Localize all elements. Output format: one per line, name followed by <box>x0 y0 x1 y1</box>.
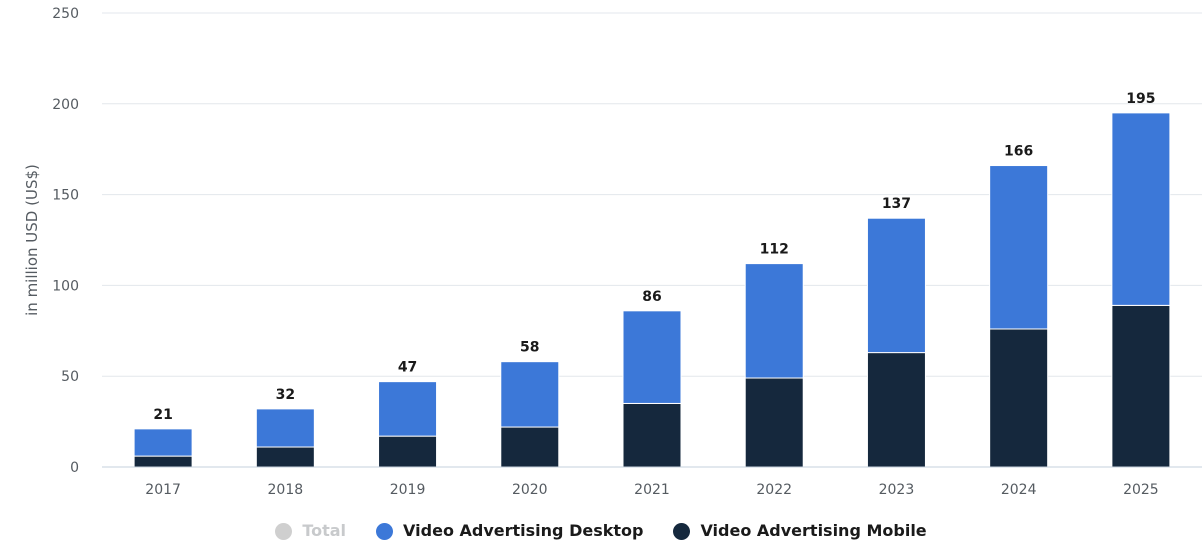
y-tick-label: 0 <box>70 460 79 476</box>
x-tick-label: 2019 <box>390 482 426 498</box>
x-tick-label: 2021 <box>634 482 670 498</box>
legend-label-total: Total <box>302 521 347 540</box>
y-tick-label: 50 <box>61 369 79 385</box>
bar-segment-desktop[interactable] <box>866 217 926 354</box>
bar-segment-desktop[interactable] <box>500 361 560 428</box>
bar-segment-desktop[interactable] <box>1111 112 1171 306</box>
legend-dot-total <box>275 522 293 540</box>
x-tick-label: 2023 <box>879 482 915 498</box>
total-data-label: 86 <box>642 289 661 305</box>
legend-dot-desktop <box>376 522 394 540</box>
x-axis-ticks: 2017 2018 2019 2020 2021 2022 2023 2024 2025 <box>145 482 1158 498</box>
y-tick-label: 150 <box>52 188 79 204</box>
chart-area: 0 50 100 150 200 250 in million USD (US$) 21 3… <box>23 6 1202 498</box>
bar-segment-mobile[interactable] <box>255 446 315 468</box>
x-tick-label: 2017 <box>145 482 181 498</box>
bars[interactable] <box>133 112 1171 468</box>
x-tick-label: 2018 <box>268 482 304 498</box>
bar-segment-desktop[interactable] <box>133 428 193 457</box>
total-data-label: 137 <box>882 196 911 212</box>
legend-dot-mobile <box>673 522 691 540</box>
x-tick-label: 2020 <box>512 482 548 498</box>
bar-segment-mobile[interactable] <box>989 328 1049 468</box>
total-labels: 21 32 47 58 86 112 137 166 195 <box>153 91 1155 423</box>
bar-segment-desktop[interactable] <box>622 310 682 404</box>
legend-label-mobile: Video Advertising Mobile <box>700 521 927 540</box>
bar-segment-mobile[interactable] <box>744 377 804 468</box>
total-data-label: 166 <box>1004 144 1033 160</box>
bar-segment-mobile[interactable] <box>1111 304 1171 468</box>
y-tick-label: 100 <box>52 278 79 294</box>
bar-segment-mobile[interactable] <box>866 352 926 468</box>
legend-item-desktop[interactable]: Video Advertising Desktop <box>376 520 643 542</box>
bar-segment-desktop[interactable] <box>255 408 315 448</box>
y-axis-ticks: 0 50 100 150 200 250 <box>52 6 79 476</box>
legend-item-total[interactable]: Total <box>275 520 346 542</box>
x-tick-label: 2022 <box>756 482 792 498</box>
y-tick-label: 200 <box>52 97 79 113</box>
legend-item-mobile[interactable]: Video Advertising Mobile <box>673 520 927 542</box>
bar-segment-mobile[interactable] <box>500 426 560 468</box>
bar-segment-mobile[interactable] <box>378 435 438 468</box>
x-tick-label: 2025 <box>1123 482 1159 498</box>
bar-segment-mobile[interactable] <box>133 455 193 468</box>
bar-segment-desktop[interactable] <box>744 263 804 379</box>
bar-segment-mobile[interactable] <box>622 402 682 468</box>
total-data-label: 21 <box>153 407 172 423</box>
x-tick-label: 2024 <box>1001 482 1037 498</box>
y-tick-label: 250 <box>52 6 79 22</box>
y-axis-title: in million USD (US$) <box>23 164 41 316</box>
total-data-label: 195 <box>1126 91 1155 107</box>
legend: Total Video Advertising Desktop Video Ad… <box>0 520 1202 542</box>
bar-segment-desktop[interactable] <box>989 165 1049 330</box>
total-data-label: 58 <box>520 340 539 356</box>
bar-segment-desktop[interactable] <box>378 381 438 437</box>
total-data-label: 47 <box>398 360 417 376</box>
total-data-label: 32 <box>276 387 295 403</box>
legend-label-desktop: Video Advertising Desktop <box>403 521 644 540</box>
total-data-label: 112 <box>760 242 789 258</box>
